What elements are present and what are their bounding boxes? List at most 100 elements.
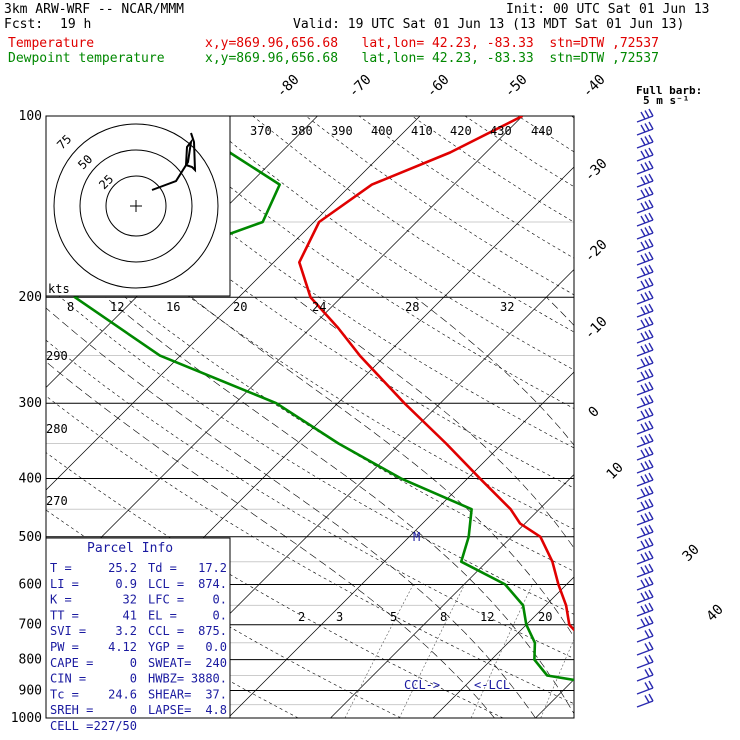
theta-label: 370: [250, 124, 272, 138]
wind-barb: [636, 251, 654, 266]
wind-barb: [636, 121, 654, 136]
isotherm-label: -30: [582, 156, 611, 185]
parcel-param-label: Tc =: [50, 687, 79, 701]
isotherm-line: [0, 116, 10, 718]
moist-adiabat-line: [414, 296, 574, 446]
forecast-label: Fcst:: [4, 17, 44, 32]
theta-label: 410: [411, 124, 433, 138]
wind-barb: [636, 277, 654, 292]
wind-barb: [636, 186, 654, 201]
parcel-param-value: 874.: [198, 577, 227, 591]
mixing-ratio-label: 12: [110, 300, 124, 314]
wind-barb: [636, 173, 654, 188]
pressure-tick-label: 700: [19, 618, 42, 633]
isotherm-label: 10: [604, 460, 627, 483]
mixing-ratio-label: 20: [233, 300, 247, 314]
wind-key-units: 5 m s⁻¹: [643, 94, 689, 107]
dry-adiabat-line: [46, 339, 574, 659]
wind-barb: [636, 134, 654, 149]
wind-barb: [636, 602, 654, 617]
isotherm-label: -50: [502, 72, 531, 101]
parcel-param-label: TT =: [50, 608, 79, 622]
forecast-hour: 19 h: [60, 17, 92, 32]
isotherm-label: 40: [704, 602, 727, 625]
temperature-profile-line: [297, 116, 574, 632]
parcel-param-label: LCL =: [148, 577, 184, 591]
wind-barb: [636, 225, 654, 240]
parcel-param-value: 37.: [205, 687, 227, 701]
pressure-tick-label: 800: [19, 653, 42, 668]
isotherm-line: [227, 371, 574, 718]
parcel-info-frame: [45, 537, 231, 719]
parcel-param-label: SHEAR=: [148, 687, 191, 701]
pressure-tick-label: 100: [19, 109, 42, 124]
moist-adiabat-line: [546, 296, 574, 326]
parcel-info-title: Parcel Info: [87, 541, 173, 556]
mixing-ratio-label: 2: [298, 610, 305, 624]
hodograph-ring: [53, 123, 219, 289]
pressure-tick-label: 400: [19, 471, 42, 486]
mixing-ratio-line: [470, 584, 533, 718]
parcel-param-value: 24.6: [108, 687, 137, 701]
wind-barb: [636, 472, 654, 487]
dewpoint-location: x,y=869.96,656.68 lat,lon= 42.23, -83.33…: [205, 51, 659, 66]
parcel-param-label: LI =: [50, 577, 79, 591]
parcel-info-box: Parcel Info T = 25.2 Td = 17.2 LI = 0.9 LCL = 87…: [45, 537, 231, 733]
dry-adiabat-line: [46, 229, 574, 572]
wind-barb: [636, 654, 654, 669]
parcel-param-value: 227/50: [94, 719, 137, 733]
dry-adiabat-line: [46, 452, 504, 718]
isotherm-label: -70: [346, 72, 375, 101]
parcel-param-label: K =: [50, 593, 72, 607]
pressure-tick-label: 300: [19, 396, 42, 411]
wind-barb: [636, 459, 654, 474]
isotherm-line: [535, 679, 574, 718]
mixing-ratio-label: 28: [405, 300, 419, 314]
ccl-annotation: CCL->: [404, 678, 440, 692]
model-title: 3km ARW-WRF -- NCAR/MMM: [4, 2, 185, 17]
wind-barb: [636, 407, 654, 422]
wind-barb: [636, 550, 654, 565]
theta-label: 390: [331, 124, 353, 138]
parcel-param-label: YGP =: [148, 640, 184, 654]
parcel-param-value: 3880.: [191, 672, 227, 686]
moist-adiabat-line: [293, 296, 574, 549]
dry-adiabat-line: [46, 121, 574, 489]
pressure-tick-label: 1000: [11, 711, 42, 726]
theta-label: 400: [371, 124, 393, 138]
dry-adiabat-line: [46, 175, 574, 530]
mixing-ratio-label: 20: [538, 610, 552, 624]
wind-barbs: Full barb:5 m s⁻¹: [636, 84, 702, 708]
parcel-param-value: 0: [130, 703, 137, 717]
parcel-param-value: 875.: [198, 624, 227, 638]
parcel-param-label: HWBZ=: [148, 672, 184, 686]
parcel-param-value: 0.9: [115, 577, 137, 591]
theta-label: 380: [291, 124, 313, 138]
wind-barb: [636, 147, 654, 162]
parcel-param-label: SREH =: [50, 703, 93, 717]
parcel-param-label: CAPE =: [50, 656, 93, 670]
parcel-param-value: 4.12: [108, 640, 137, 654]
dry-adiabat-line: [411, 116, 574, 223]
theta-label: 440: [531, 124, 553, 138]
dry-adiabat-line: [93, 116, 574, 449]
theta-label: 280: [46, 422, 68, 436]
parcel-param-label: Td =: [148, 561, 177, 575]
temperature-location: x,y=869.96,656.68 lat,lon= 42.23, -83.33…: [205, 36, 659, 51]
theta-label: 290: [46, 349, 68, 363]
wind-barb: [636, 485, 654, 500]
wind-barb: [636, 641, 654, 656]
wind-barb: [636, 446, 654, 461]
parcel-param-value: 0: [130, 656, 137, 670]
dewpoint-legend: Dewpoint temperature: [8, 51, 165, 66]
parcel-param-value: 3.2: [115, 624, 137, 638]
wind-barb: [636, 316, 654, 331]
dry-adiabat-line: [46, 284, 574, 615]
wind-barb: [636, 420, 654, 435]
parcel-param-value: 0.0: [205, 640, 227, 654]
parcel-param-label: SVI =: [50, 624, 86, 638]
hodograph-ring: [79, 149, 193, 263]
theta-label: 430: [490, 124, 512, 138]
isotherm-label: -60: [424, 72, 453, 101]
